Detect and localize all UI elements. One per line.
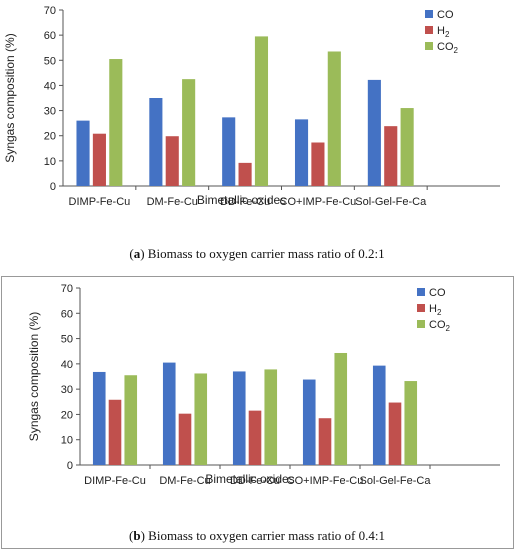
chart0-legend-label-subscript: 2 <box>445 30 450 39</box>
chart0-x-tick-label: DIMP-Fe-Cu <box>69 196 131 208</box>
chart1-x-axis-label: Bimetallic oxides <box>205 472 294 486</box>
chart1-bar-h2-4 <box>388 402 402 465</box>
chart0-y-tick-label: 0 <box>50 181 56 193</box>
chart0-x-tick-label: CO+IMP-Fe-Cu <box>280 196 357 208</box>
chart1-bar-co2-0 <box>124 375 138 465</box>
chart1-legend-label-co: CO <box>429 287 446 299</box>
chart1-x-tick-label: CO+IMP-Fe-Cu <box>287 475 364 487</box>
chart1-x-tick-label: DIMP-Fe-Cu <box>84 475 146 487</box>
chart0-caption-text: Biomass to oxygen carrier mass ratio of … <box>148 246 385 261</box>
chart0-y-tick-label: 40 <box>44 80 56 92</box>
chart1-bar-co2-2 <box>264 369 278 465</box>
chart0-legend-label-h2: H2 <box>437 25 450 39</box>
chart1-legend-swatch-h2 <box>417 304 425 312</box>
chart1-bar-h2-0 <box>108 399 122 465</box>
chart1-caption-tag: b <box>133 528 140 543</box>
chart0-bar-h2-0 <box>92 133 106 186</box>
chart1-bar-co-0 <box>92 371 106 465</box>
chart0-legend-label-base: CO <box>437 41 454 53</box>
chart0-x-tick-label: DM-Fe-Cu <box>147 196 198 208</box>
chart1-y-tick-label: 10 <box>61 435 73 447</box>
chart1-legend-label-co2: CO2 <box>429 319 451 333</box>
chart1-bar-h2-3 <box>318 418 332 465</box>
chart1-x-tick-label: DD-Fe-Cu <box>230 475 280 487</box>
chart0-y-tick-label: 60 <box>44 30 56 42</box>
chart0-x-tick-label: DD-Fe-Cu <box>220 196 270 208</box>
chart0-panel: 0 10 20 30 40 50 60 70 DIMP-Fe-Cu DM-Fe-Cu DD-Fe-C… <box>3 5 500 261</box>
chart1-y-axis-label: Syngas composition (%) <box>27 312 41 441</box>
chart0-bar-co-2 <box>222 117 236 186</box>
chart0-bar-co2-3 <box>327 51 341 186</box>
chart1-bar-co-1 <box>162 362 176 465</box>
chart1-legend-label-base: CO <box>429 287 446 299</box>
chart0-bar-h2-1 <box>165 136 179 186</box>
chart0-caption-tag: a <box>134 246 141 261</box>
chart0-bar-co-3 <box>294 119 309 186</box>
chart1-y-tick-label: 40 <box>61 359 73 371</box>
chart0-legend-swatch-h2 <box>425 26 433 34</box>
chart0-caption: (a) Biomass to oxygen carrier mass ratio… <box>129 246 384 261</box>
chart1-caption-text: Biomass to oxygen carrier mass ratio of … <box>148 528 385 543</box>
chart0-legend-swatch-co2 <box>425 42 433 50</box>
chart0-bar-co2-4 <box>400 108 414 186</box>
chart1-bar-h2-2 <box>248 410 262 465</box>
chart1-caption: (b) Biomass to oxygen carrier mass ratio… <box>129 528 385 543</box>
chart0-legend-label-base: H <box>437 25 445 37</box>
chart1-y-tick-label: 0 <box>67 460 73 472</box>
chart0-x-axis-label: Bimetallic oxides <box>197 193 286 207</box>
chart1-y-tick-label: 60 <box>61 308 73 320</box>
chart1-legend-label-h2: H2 <box>429 303 442 317</box>
chart1-y-tick-label: 20 <box>61 409 73 421</box>
chart0-bar-co-0 <box>76 120 90 186</box>
chart0-bar-h2-2 <box>238 162 252 186</box>
chart1-frame <box>1 276 514 549</box>
chart0-legend-swatch-co <box>425 10 433 18</box>
chart0-bar-h2-4 <box>384 126 398 186</box>
chart1-legend-swatch-co2 <box>417 320 425 328</box>
chart1-bar-co-2 <box>232 371 246 465</box>
chart1-legend-label-base: CO <box>429 319 446 331</box>
chart1-x-tick-label: Sol-Gel-Fe-Ca <box>360 475 432 487</box>
chart0-y-tick-label: 30 <box>44 106 56 118</box>
chart1-bar-co2-3 <box>334 352 348 465</box>
chart0-legend-label-base: CO <box>437 9 454 21</box>
chart1-bar-co-4 <box>372 365 386 465</box>
chart0-x-tick-label: Sol-Gel-Fe-Ca <box>355 196 427 208</box>
chart1-bar-h2-1 <box>178 413 192 465</box>
chart0-legend-label-co: CO <box>437 9 454 21</box>
chart0-legend-label-co2: CO2 <box>437 41 459 55</box>
chart0-bar-co-4 <box>367 79 381 186</box>
chart0-y-tick-label: 10 <box>44 156 56 168</box>
chart0-y-tick-label: 20 <box>44 131 56 143</box>
chart0-y-tick-label: 70 <box>44 5 56 17</box>
chart1-bar-co2-1 <box>194 373 208 465</box>
chart0-bar-co2-2 <box>254 36 269 187</box>
chart1-panel: 0 10 20 30 40 50 60 70 DIMP-Fe-Cu DM-Fe-Cu DD-Fe-C… <box>27 283 500 543</box>
chart0-bar-co2-1 <box>182 79 196 186</box>
chart1-legend-label-subscript: 2 <box>437 308 442 317</box>
chart1-y-tick-label: 50 <box>61 334 73 346</box>
chart0-y-axis-label: Syngas composition (%) <box>3 33 17 162</box>
chart0-bar-h2-3 <box>311 142 325 186</box>
chart0-bar-co2-0 <box>109 59 123 186</box>
chart1-legend-swatch-co <box>417 288 425 296</box>
chart1-bar-co2-4 <box>404 381 418 465</box>
chart0-bar-co-1 <box>149 98 163 186</box>
chart1-legend-label-base: H <box>429 303 437 315</box>
chart1-y-tick-label: 70 <box>61 283 73 295</box>
chart1-legend-label-subscript: 2 <box>446 324 451 333</box>
chart1-x-tick-label: DM-Fe-Cu <box>159 475 210 487</box>
chart0-legend-label-subscript: 2 <box>454 46 459 55</box>
chart0-y-tick-label: 50 <box>44 55 56 67</box>
chart1-bar-co-3 <box>302 379 316 465</box>
chart1-y-tick-label: 30 <box>61 384 73 396</box>
